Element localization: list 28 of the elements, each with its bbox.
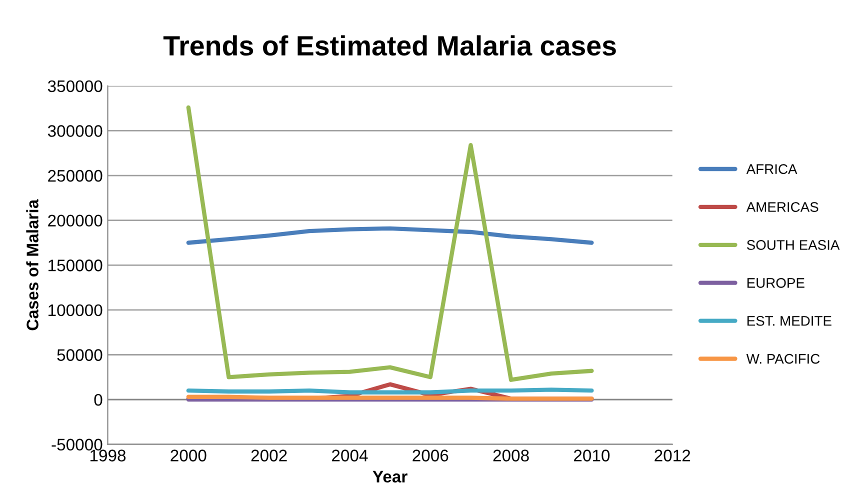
x-tick-label: 1998: [90, 450, 126, 462]
line-series: [186, 226, 594, 245]
legend-label: AFRICA: [746, 164, 798, 174]
y-tick-label: 350000: [48, 80, 102, 92]
y-tick-label: 50000: [57, 349, 102, 361]
y-tick-label: 200000: [48, 214, 102, 227]
legend-label: SOUTH EASIA: [746, 240, 840, 250]
y-tick-label: 300000: [48, 125, 102, 137]
legend-label: W. PACIFIC: [746, 354, 820, 364]
y-tick-label: 0: [94, 394, 102, 406]
x-tick-label: 2002: [251, 450, 287, 462]
y-tick-label: 250000: [48, 170, 102, 182]
chart-title: Trends of Estimated Malaria cases: [163, 35, 616, 56]
x-tick-label: 2004: [332, 450, 368, 462]
legend-label: EUROPE: [747, 278, 804, 288]
x-tick-label: 2006: [412, 450, 448, 462]
y-tick-label: 150000: [48, 260, 102, 272]
legend-label: EST. MEDITE: [747, 316, 832, 326]
x-tick-label: 2010: [574, 450, 610, 462]
y-tick-label: -50000: [52, 438, 102, 451]
y-axis-title: Cases of Malaria: [26, 199, 38, 330]
line-series: [186, 105, 594, 382]
x-tick-label: 2008: [493, 450, 529, 462]
legend-label: AMERICAS: [746, 202, 818, 212]
x-tick-label: 2000: [170, 450, 206, 462]
y-tick-label: 100000: [48, 304, 102, 316]
x-tick-label: 2012: [654, 450, 690, 462]
x-axis-title: Year: [372, 470, 408, 483]
